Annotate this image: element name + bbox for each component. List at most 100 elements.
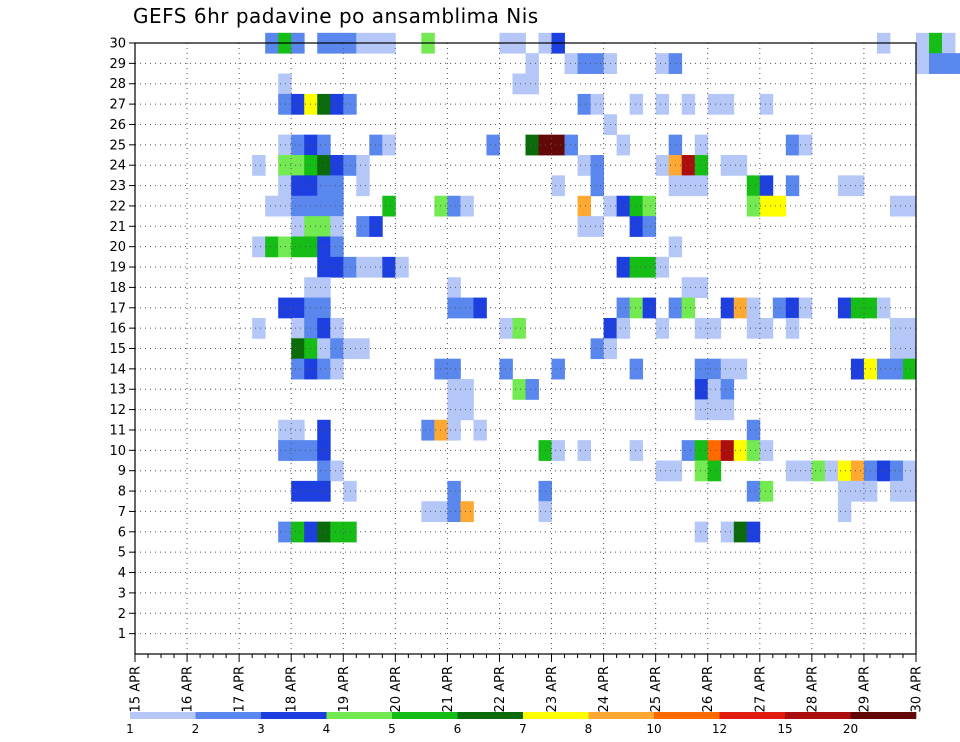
heat-cell [343,93,357,115]
heat-cell [889,317,904,339]
heat-cell [929,32,943,54]
heat-cell [330,338,344,360]
heat-cell [720,379,735,400]
colorbar-swatch [850,712,917,719]
y-tick-label: 30 [109,37,126,52]
heat-cell [694,358,709,380]
heat-cell [746,440,761,461]
colorbar-swatch [326,712,393,719]
heat-cell [252,155,266,176]
colorbar-label: 5 [388,722,396,736]
heat-cell [876,460,891,482]
heat-cell [642,216,657,237]
heat-cell [356,338,370,360]
heat-cell [850,460,865,482]
y-tick-label: 15 [109,342,126,357]
heat-cell [746,419,761,441]
y-tick-label: 19 [109,261,126,276]
heat-cell [577,216,591,237]
heat-cell [720,155,735,176]
heat-cell [460,379,474,400]
y-tick-label: 16 [109,322,126,337]
heat-cell [330,195,344,217]
heat-cell [525,379,539,400]
heat-cell [746,195,761,217]
y-tick-label: 28 [109,77,126,92]
y-tick-label: 8 [118,485,126,500]
heat-cell [330,216,344,237]
heat-cell [317,521,331,543]
heat-cell [317,338,331,360]
heat-cell [291,338,305,360]
heat-cell [629,358,644,380]
heat-cell [278,297,292,319]
colorbar-swatch [588,712,655,719]
y-tick-label: 5 [118,546,126,561]
heat-cell [746,317,761,339]
heat-cell [291,134,305,156]
heat-cell [291,236,305,258]
heat-cell [837,175,852,197]
heat-cell [564,53,578,74]
colorbar-label: 7 [519,722,527,736]
heat-cell [694,399,709,421]
heat-cell [837,297,852,319]
heat-cell [707,317,722,339]
heat-cell [499,317,513,339]
y-tick-label: 12 [109,403,126,418]
heat-cell [382,195,396,217]
heat-cell [694,134,709,156]
cells-layer [252,32,960,543]
colorbar-swatch [130,712,196,719]
heat-cell [577,155,591,176]
heat-cell [512,317,526,339]
heat-cell [772,195,787,217]
heat-cell [291,195,305,217]
heat-cell [525,134,539,156]
heat-cell [265,195,279,217]
heat-cell [278,93,292,115]
heat-cell [317,175,331,197]
heat-cell [317,480,331,502]
x-tick-label: 15 APR [129,666,144,712]
heat-cell [369,256,383,278]
y-tick-label: 14 [109,362,126,377]
y-tick-label: 18 [109,281,126,296]
heat-cell [291,297,305,319]
heat-cell [629,216,644,237]
x-tick-label: 19 APR [337,666,352,712]
heat-cell [720,440,735,461]
heat-cell [785,317,800,339]
heat-cell [330,256,344,278]
colorbar-label: 4 [323,722,331,736]
heat-cell [330,521,344,543]
heat-cell [317,134,331,156]
heat-cell [291,358,305,380]
x-tick-label: 22 APR [493,666,508,712]
heat-cell [291,317,305,339]
colorbar-swatch [261,712,327,719]
heat-cell [681,175,696,197]
heat-cell [590,53,604,74]
heat-cell [642,256,657,278]
heat-cell [707,399,722,421]
heat-cell [343,155,357,176]
heat-cell [707,358,722,380]
heat-cell [694,155,709,176]
heat-cell [916,53,930,74]
heat-cell [343,480,357,502]
y-tick-label: 4 [118,566,126,581]
heat-cell [447,358,461,380]
heat-cell [681,93,696,115]
heat-cell [447,195,461,217]
heat-cell [694,379,709,400]
heat-cell [837,480,852,502]
colorbar-label: 2 [192,722,200,736]
heat-cell [330,175,344,197]
y-tick-label: 26 [109,118,126,133]
heat-cell [447,297,461,319]
heat-cell [850,297,865,319]
heat-cell [694,521,709,543]
grid-layer [135,42,916,654]
heat-cell [902,195,917,217]
